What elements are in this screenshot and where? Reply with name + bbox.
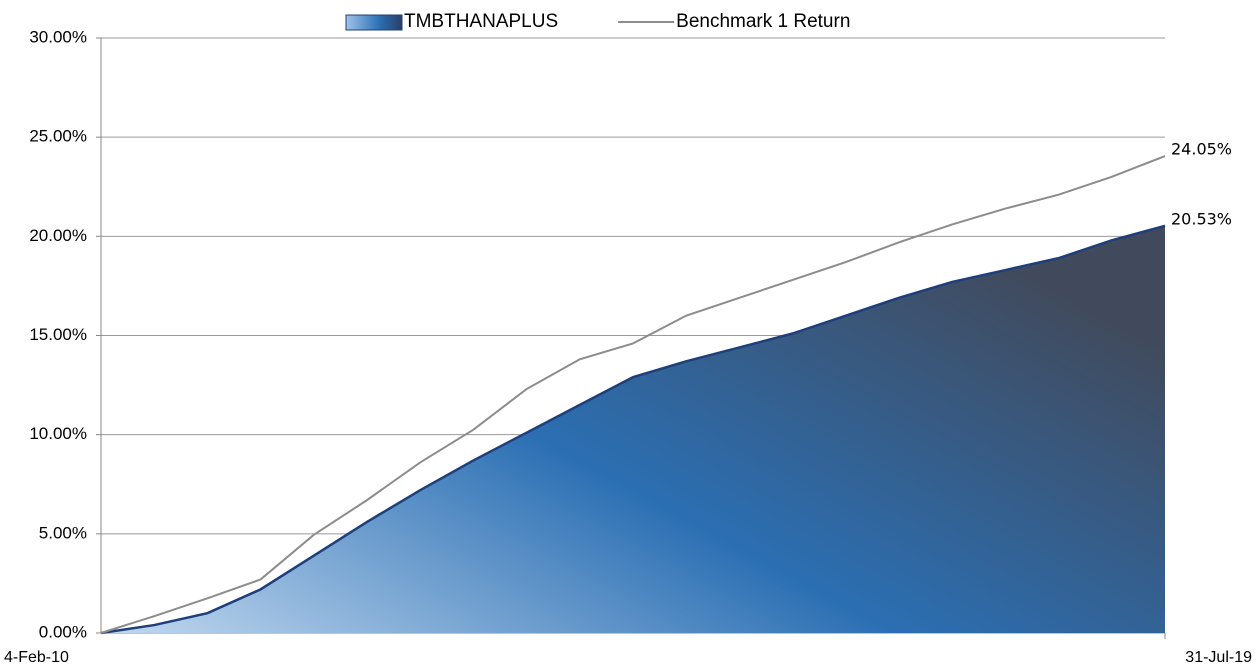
value-label: 20.53%: [1171, 209, 1232, 228]
y-tick-label: 10.00%: [29, 424, 87, 443]
y-tick-label: 0.00%: [39, 622, 87, 641]
value-label: 24.05%: [1171, 140, 1232, 159]
line: [100, 155, 1166, 634]
x-tick-label: 4-Feb-10: [4, 649, 69, 666]
area: [101, 225, 1165, 634]
area-outline: [100, 224, 1166, 635]
y-tick-label: 20.00%: [29, 226, 87, 245]
legend-swatch: [345, 14, 403, 31]
legend-label: TMBTHANAPLUS: [404, 11, 558, 32]
y-tick-label: 15.00%: [29, 325, 87, 344]
x-tick-label: 31-Jul-19: [1185, 649, 1252, 666]
y-tick-label: 5.00%: [39, 523, 87, 542]
y-tick-label: 30.00%: [29, 27, 87, 46]
y-tick-label: 25.00%: [29, 127, 87, 146]
legend-label: Benchmark 1 Return: [676, 11, 850, 32]
